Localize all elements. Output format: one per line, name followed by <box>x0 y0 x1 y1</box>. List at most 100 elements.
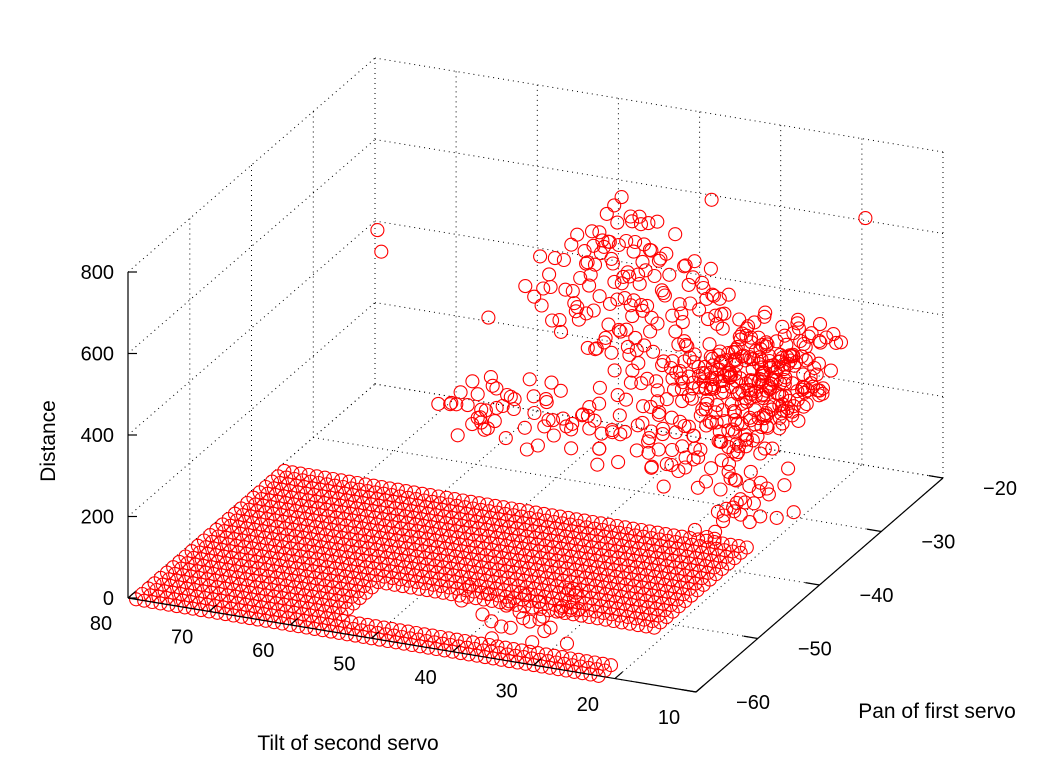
data-point <box>677 418 692 434</box>
data-point <box>503 620 518 635</box>
data-point <box>536 281 551 296</box>
data-point <box>726 444 741 459</box>
data-point <box>525 635 540 650</box>
x-axis-line <box>127 597 697 693</box>
data-point <box>567 296 582 311</box>
data-point <box>547 251 562 266</box>
data-point <box>754 360 769 375</box>
data-point <box>592 380 607 395</box>
data-point <box>582 278 597 293</box>
y-tick-mark <box>743 635 758 640</box>
data-point <box>721 423 736 438</box>
data-point <box>573 270 588 286</box>
data-point <box>707 531 722 546</box>
data-point <box>682 531 698 546</box>
data-point <box>772 421 787 436</box>
data-point <box>765 441 780 456</box>
data-point <box>558 282 573 297</box>
data-point <box>619 233 634 249</box>
data-point <box>489 381 504 396</box>
data-point <box>681 419 696 434</box>
data-point <box>812 317 828 332</box>
data-point <box>472 496 487 511</box>
data-point <box>592 441 607 456</box>
data-point <box>727 405 743 420</box>
data-point <box>545 413 561 428</box>
data-point <box>342 474 357 489</box>
data-point <box>612 408 627 423</box>
data-point <box>640 298 655 313</box>
data-point <box>619 322 634 337</box>
data-point <box>662 267 677 282</box>
data-point <box>687 347 702 362</box>
data-point <box>710 398 725 413</box>
data-point <box>650 214 665 229</box>
data-point <box>674 306 689 321</box>
grid-wall-x-horiz <box>127 220 376 436</box>
data-point <box>651 407 666 422</box>
data-point <box>635 303 650 318</box>
data-point <box>649 374 664 389</box>
data-point <box>739 540 754 555</box>
data-point <box>599 206 614 221</box>
data-point <box>745 433 760 448</box>
y-tick-label: −50 <box>798 638 832 660</box>
data-point <box>592 396 607 411</box>
y-tick-mark <box>805 582 820 586</box>
data-point <box>570 227 585 242</box>
data-point <box>776 357 791 372</box>
data-point <box>555 650 570 665</box>
y-axis-label: Pan of first servo <box>858 700 1016 723</box>
data-point <box>690 480 705 495</box>
data-point <box>543 279 558 295</box>
x-tick-label: 80 <box>90 613 112 635</box>
data-point <box>607 363 622 378</box>
data-point <box>707 535 722 550</box>
data-point <box>731 539 746 554</box>
data-point <box>786 505 801 520</box>
data-point <box>628 330 643 345</box>
z-tick-label: 600 <box>81 344 114 366</box>
x-tick-mark <box>289 617 299 626</box>
data-point <box>815 381 831 396</box>
data-point <box>465 635 481 650</box>
data-point <box>480 497 495 512</box>
data-point <box>607 198 622 213</box>
x-tick-label: 50 <box>333 654 355 676</box>
data-point <box>714 453 729 468</box>
data-point <box>522 372 537 387</box>
data-point <box>635 254 650 269</box>
data-point <box>759 335 774 350</box>
data-point <box>777 328 792 343</box>
data-point <box>629 343 644 358</box>
data-point <box>592 225 607 240</box>
data-point <box>601 317 616 332</box>
z-tick-label: 200 <box>81 507 114 529</box>
data-point <box>553 509 568 524</box>
grid-floor-y <box>313 437 882 532</box>
data-point <box>777 376 792 391</box>
data-points <box>129 190 873 683</box>
data-point <box>694 275 710 290</box>
data-point <box>699 396 714 411</box>
data-point <box>727 472 742 487</box>
data-point <box>773 406 789 421</box>
data-point <box>785 349 800 364</box>
data-point <box>674 529 689 544</box>
data-point <box>417 627 432 642</box>
data-point <box>659 246 674 261</box>
data-point <box>530 438 545 453</box>
data-point <box>801 329 816 344</box>
data-point <box>746 496 761 511</box>
data-point <box>518 279 533 294</box>
data-point <box>696 280 711 296</box>
data-point <box>545 508 560 523</box>
x-tick-mark <box>695 685 704 693</box>
data-point <box>709 415 724 430</box>
data-point <box>577 244 592 259</box>
data-point <box>561 510 576 525</box>
data-point <box>635 415 650 430</box>
data-point <box>559 636 575 651</box>
data-point <box>485 378 500 393</box>
data-point <box>293 466 308 481</box>
